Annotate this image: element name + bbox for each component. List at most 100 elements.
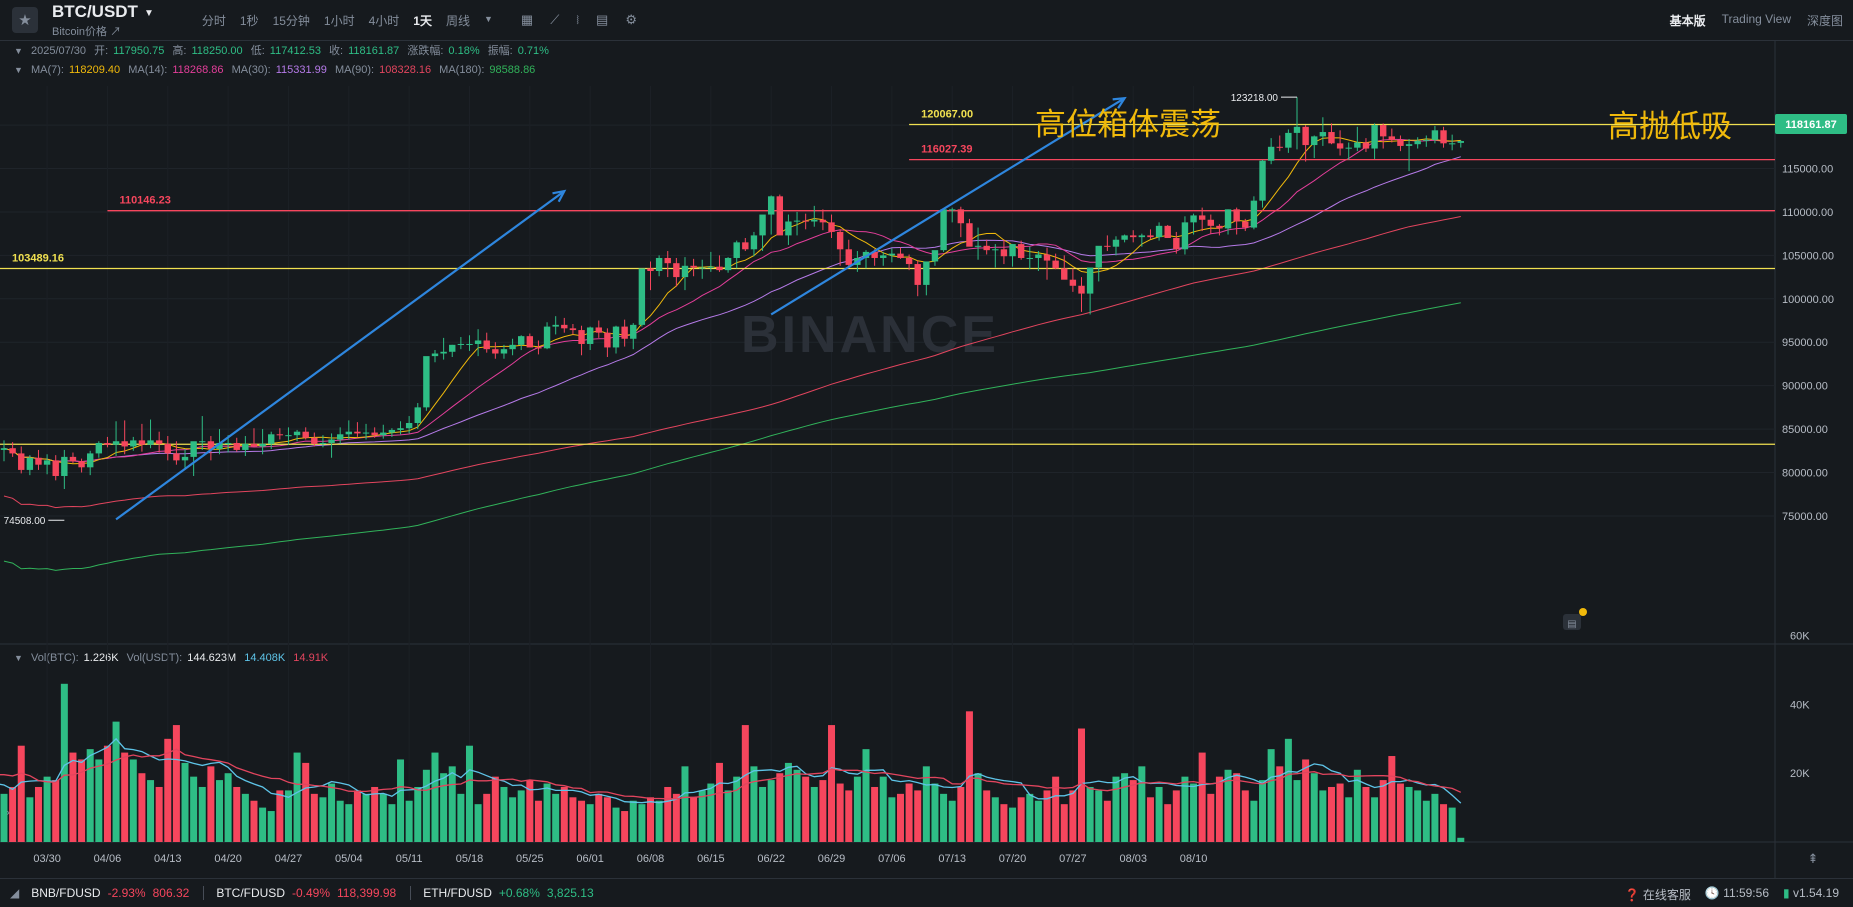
candle-body[interactable]: [1362, 142, 1370, 149]
candle-body[interactable]: [836, 231, 844, 250]
candle-body[interactable]: [302, 431, 309, 438]
volume-bar[interactable]: [957, 786, 965, 842]
candle-body[interactable]: [1354, 142, 1361, 148]
candle-body[interactable]: [785, 221, 792, 236]
candle-body[interactable]: [681, 265, 689, 278]
candle-body[interactable]: [242, 443, 249, 450]
volume-bar[interactable]: [802, 776, 810, 842]
volume-bar[interactable]: [0, 793, 8, 842]
candle-body[interactable]: [492, 349, 499, 354]
more-intervals-chevron-icon[interactable]: ▼: [484, 13, 493, 24]
volume-bar[interactable]: [302, 762, 310, 842]
volume-bar[interactable]: [819, 780, 827, 842]
interval-tab[interactable]: 分时: [201, 13, 226, 28]
collapse-chevron-icon[interactable]: ▼: [14, 653, 23, 663]
volume-bar[interactable]: [1250, 800, 1258, 842]
candle-body[interactable]: [190, 441, 197, 457]
candle-body[interactable]: [199, 441, 206, 443]
volume-bar[interactable]: [1017, 797, 1025, 842]
volume-bar[interactable]: [509, 797, 517, 842]
candle-body[interactable]: [526, 336, 534, 348]
volume-bar[interactable]: [621, 811, 629, 842]
candle-body[interactable]: [1017, 244, 1025, 258]
volume-bar[interactable]: [1034, 800, 1042, 842]
candle-body[interactable]: [1095, 245, 1102, 268]
volume-bar[interactable]: [578, 800, 586, 842]
candle-body[interactable]: [733, 242, 740, 258]
candle-body[interactable]: [474, 340, 482, 344]
candle-body[interactable]: [1216, 225, 1223, 229]
candle-body[interactable]: [112, 441, 120, 445]
volume-bar[interactable]: [1267, 749, 1275, 842]
volume-bar[interactable]: [474, 804, 482, 842]
candle-body[interactable]: [914, 264, 921, 285]
volume-bar[interactable]: [638, 804, 646, 842]
candle-body[interactable]: [811, 219, 818, 222]
volume-bar[interactable]: [1043, 790, 1051, 842]
candle-body[interactable]: [612, 326, 620, 348]
candle-body[interactable]: [1009, 244, 1016, 257]
volume-bar[interactable]: [1440, 804, 1448, 842]
alert-bell-icon[interactable]: ▤: [1563, 608, 1587, 630]
volume-bar[interactable]: [1146, 797, 1154, 842]
candle-body[interactable]: [52, 460, 59, 476]
candle-body[interactable]: [181, 456, 189, 461]
volume-bar[interactable]: [1457, 837, 1465, 842]
candle-body[interactable]: [638, 268, 646, 325]
volume-bar[interactable]: [1155, 786, 1163, 842]
volume-bar[interactable]: [422, 769, 430, 842]
volume-bar[interactable]: [86, 749, 94, 842]
volume-bar[interactable]: [1336, 783, 1344, 842]
volume-bar[interactable]: [940, 793, 948, 842]
candle-body[interactable]: [931, 250, 939, 262]
symbol-block[interactable]: BTC/USDT Bitcoin价格 ↗: [52, 2, 138, 39]
candle-body[interactable]: [440, 351, 447, 354]
candle-body[interactable]: [1405, 144, 1413, 146]
candle-body[interactable]: [95, 442, 103, 454]
candle-body[interactable]: [250, 443, 258, 447]
candle-body[interactable]: [819, 219, 827, 223]
volume-bar[interactable]: [397, 759, 405, 842]
volume-bar[interactable]: [1078, 728, 1085, 842]
candle-body[interactable]: [707, 266, 715, 268]
volume-bar[interactable]: [457, 793, 465, 842]
candle-body[interactable]: [26, 457, 34, 470]
volume-bar[interactable]: [1103, 800, 1111, 842]
volume-bar[interactable]: [95, 759, 103, 842]
volume-bar[interactable]: [328, 783, 336, 842]
volume-bar[interactable]: [1414, 790, 1422, 842]
volume-bar[interactable]: [707, 783, 715, 842]
volume-bar[interactable]: [724, 790, 732, 842]
candle-body[interactable]: [1069, 279, 1077, 286]
candle-body[interactable]: [509, 344, 516, 350]
candle-body[interactable]: [457, 343, 465, 345]
candle-body[interactable]: [35, 457, 42, 465]
volume-bar[interactable]: [1026, 793, 1034, 842]
candle-body[interactable]: [992, 249, 999, 251]
volume-bar[interactable]: [534, 800, 542, 842]
volume-bar[interactable]: [9, 786, 17, 842]
candle-body[interactable]: [1026, 257, 1033, 259]
candle-body[interactable]: [699, 267, 706, 269]
candle-body[interactable]: [1147, 235, 1154, 238]
candle-body[interactable]: [578, 330, 585, 344]
volume-bar[interactable]: [552, 793, 560, 842]
candle-body[interactable]: [1380, 125, 1387, 137]
candle-body[interactable]: [1345, 147, 1352, 149]
volume-bar[interactable]: [1371, 797, 1379, 842]
candle-body[interactable]: [1448, 143, 1456, 145]
candle-body[interactable]: [328, 439, 335, 443]
candle-body[interactable]: [1397, 139, 1404, 146]
candle-body[interactable]: [552, 324, 559, 327]
volume-bar[interactable]: [43, 776, 51, 842]
candle-body[interactable]: [949, 209, 956, 211]
candle-body[interactable]: [1181, 222, 1189, 250]
candle-body[interactable]: [1423, 139, 1430, 141]
volume-bar[interactable]: [336, 800, 344, 842]
volume-bar[interactable]: [526, 780, 534, 842]
candle-body[interactable]: [483, 340, 490, 350]
candle-body[interactable]: [1130, 235, 1137, 238]
candle-body[interactable]: [1000, 249, 1008, 257]
candle-body[interactable]: [655, 257, 663, 272]
volume-bar[interactable]: [759, 786, 767, 842]
